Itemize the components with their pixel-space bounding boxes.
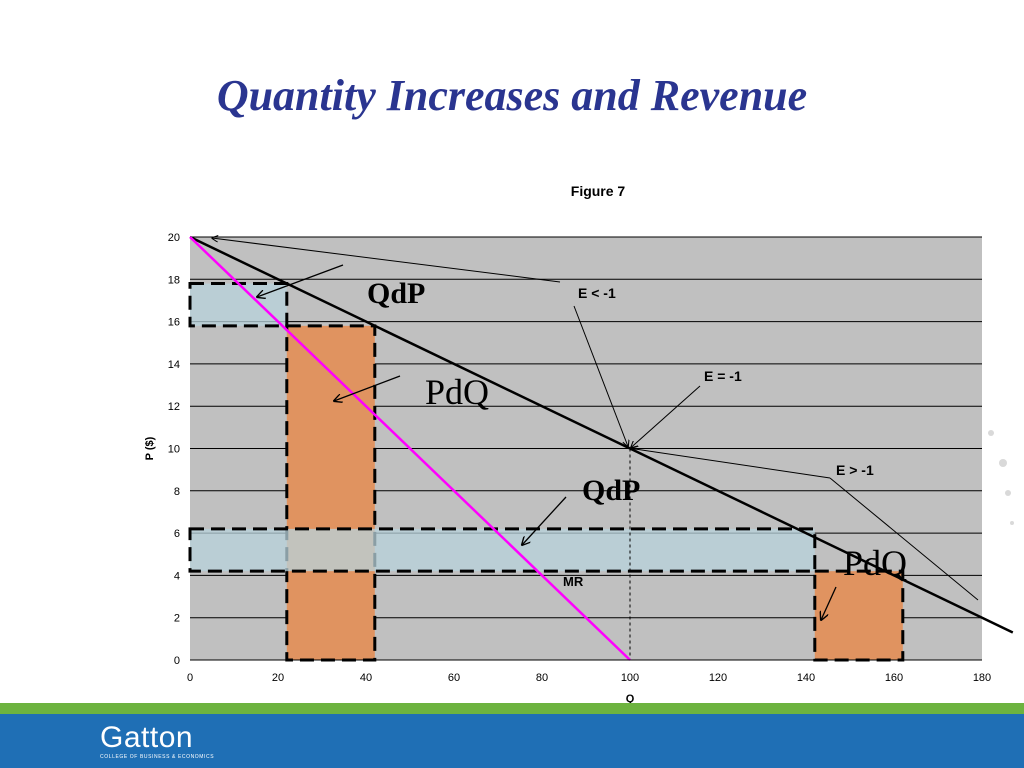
decor-dot-2	[999, 459, 1007, 467]
pdq-rect-4	[813, 569, 905, 662]
page-title: Quantity Increases and Revenue	[216, 71, 808, 120]
elastic-leader-line	[212, 238, 561, 283]
footer-accent-band	[0, 703, 1024, 714]
decor-dot-3	[1005, 490, 1011, 496]
mr-line	[189, 236, 631, 661]
x-tick-label-80: 80	[536, 672, 548, 684]
y-tick-label-2: 2	[174, 613, 180, 625]
inelastic-leader-line	[632, 449, 831, 479]
y-tick-label-12: 12	[168, 401, 180, 413]
y-axis-title: P ($)	[144, 436, 156, 460]
x-tick-label-100: 100	[621, 672, 639, 684]
y-tick-label-10: 10	[168, 444, 180, 456]
elasticity-label-1: E < -1	[578, 285, 616, 301]
y-tick-label-8: 8	[174, 486, 180, 498]
qdp-rect-1	[188, 282, 289, 328]
y-tick-label-14: 14	[168, 359, 180, 371]
label-arrow-3	[522, 496, 567, 545]
unit-elastic-leader-line	[631, 385, 701, 448]
y-tick-label-20: 20	[168, 232, 180, 244]
footer-band	[0, 714, 1024, 768]
pdq-label-2: PdQ	[425, 372, 489, 412]
elasticity-label-2: E = -1	[704, 368, 742, 384]
y-tick-label-6: 6	[174, 528, 180, 540]
qdp-label-1: QdP	[367, 277, 425, 310]
y-tick-label-18: 18	[168, 274, 180, 286]
x-axis-title: Q	[626, 693, 635, 705]
qdp-label-3: QdP	[582, 474, 640, 507]
logo-subtext: COLLEGE OF BUSINESS & ECONOMICS	[100, 754, 215, 760]
x-tick-label-140: 140	[797, 672, 815, 684]
elastic-leader-line-2	[573, 305, 628, 447]
x-tick-label-120: 120	[709, 672, 727, 684]
label-arrow-1	[257, 264, 344, 297]
label-arrow-2	[334, 375, 401, 401]
gatton-logo: Gatton COLLEGE OF BUSINESS & ECONOMICS	[100, 721, 215, 761]
x-tick-label-160: 160	[885, 672, 903, 684]
x-tick-label-20: 20	[272, 672, 284, 684]
y-tick-label-0: 0	[174, 655, 180, 667]
inelastic-leader-line-2	[829, 477, 979, 601]
chart-title: Figure 7	[571, 183, 626, 199]
pdq-label-4: PdQ	[843, 543, 907, 583]
demand-line	[189, 235, 1014, 634]
y-tick-label-4: 4	[174, 570, 180, 582]
label-arrow-4	[821, 586, 837, 620]
pdq-rect-2	[285, 324, 377, 662]
y-tick-label-16: 16	[168, 317, 180, 329]
logo-wordmark: Gatton	[100, 721, 194, 754]
decor-dot-1	[988, 430, 994, 436]
x-tick-label-180: 180	[973, 672, 991, 684]
qdp-rect-3	[188, 527, 817, 573]
elasticity-label-3: E > -1	[836, 462, 874, 478]
x-tick-label-40: 40	[360, 672, 372, 684]
x-tick-label-0: 0	[187, 672, 193, 684]
decor-dot-4	[1010, 521, 1014, 525]
x-tick-label-60: 60	[448, 672, 460, 684]
mr-label: MR	[563, 574, 584, 589]
